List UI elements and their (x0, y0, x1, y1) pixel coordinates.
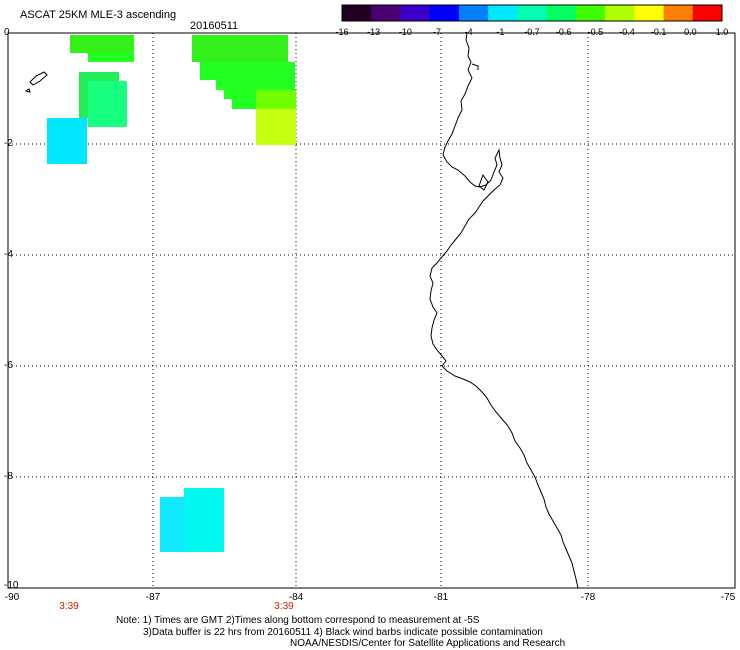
coastline (429, 32, 579, 589)
colorbar-segment (517, 5, 548, 21)
colorbar-segment (458, 5, 489, 21)
time-label: 3:39 (274, 601, 294, 612)
y-tick-label: -6 (4, 360, 13, 371)
colorbar-segment (371, 5, 401, 21)
x-tick-label: -78 (580, 592, 596, 603)
swath-cell (47, 118, 87, 164)
colorbar-label: 0.0 (684, 27, 697, 37)
map-title: ASCAT 25KM MLE-3 ascending (20, 9, 177, 21)
colorbar-label: -16 (335, 27, 349, 37)
colorbar-label: -7 (432, 27, 442, 37)
colorbar-label: -0.5 (587, 27, 604, 37)
colorbar-label: -13 (367, 27, 381, 37)
x-tick-label: -75 (720, 592, 736, 603)
colorbar-segment (429, 5, 460, 21)
colorbar-label: -0.4 (619, 27, 635, 37)
colorbar-label: -0.7 (524, 27, 540, 37)
swath-cell (256, 90, 296, 109)
swath-cell (232, 99, 272, 109)
island-outline (29, 71, 48, 86)
colorbar-segment (342, 5, 372, 21)
x-tick-label: -84 (288, 592, 304, 603)
x-tick-label: -90 (4, 592, 20, 603)
y-tick-label: 0 (4, 27, 10, 38)
swath-cell (256, 109, 296, 145)
y-tick-label: -2 (4, 138, 13, 149)
swath-cell (184, 488, 224, 552)
note-line-1: Note: 1) Times are GMT 2)Times along bot… (116, 615, 480, 626)
swath-cell (216, 80, 295, 90)
swath-cell (88, 81, 127, 127)
swath-cell (192, 35, 288, 62)
colorbar-segment (488, 5, 518, 21)
colorbar-label: -0.1 (650, 27, 667, 37)
x-tick-label: -81 (433, 592, 449, 603)
note-line-3: NOAA/NESDIS/Center for Satellite Applica… (290, 638, 566, 649)
coast-inlet (471, 63, 479, 70)
colorbar-label: -1 (496, 27, 505, 37)
note-line-2: 3)Data buffer is 22 hrs from 20160511 4)… (143, 627, 543, 638)
swath-cell (70, 35, 134, 53)
coast-island (478, 173, 489, 191)
swath-cell (88, 53, 134, 62)
colorbar-label: -10 (398, 27, 412, 37)
colorbar-border (341, 4, 723, 22)
swath-cell (200, 62, 295, 80)
time-label: 3:39 (59, 601, 79, 612)
plot-frame (7, 32, 736, 589)
colorbar (341, 4, 723, 22)
colorbar-segment (400, 5, 431, 21)
colorbar-label: -0.6 (555, 27, 572, 37)
colorbar-segment (634, 5, 665, 21)
colorbar-segment (575, 5, 606, 21)
x-tick-label: -87 (145, 592, 161, 603)
colorbar-label: 1.0 (715, 27, 729, 37)
wind-swaths (47, 35, 296, 552)
colorbar-segment (605, 5, 635, 21)
islet-outline (24, 88, 31, 93)
y-tick-label: -4 (4, 249, 13, 260)
colorbar-segment (546, 5, 577, 21)
y-tick-label: -10 (4, 580, 19, 591)
colorbar-label: -4 (464, 27, 473, 37)
map-date: 20160511 (190, 20, 239, 32)
colorbar-segment (692, 5, 723, 21)
y-tick-label: -8 (4, 471, 13, 482)
colorbar-segment (663, 5, 694, 21)
